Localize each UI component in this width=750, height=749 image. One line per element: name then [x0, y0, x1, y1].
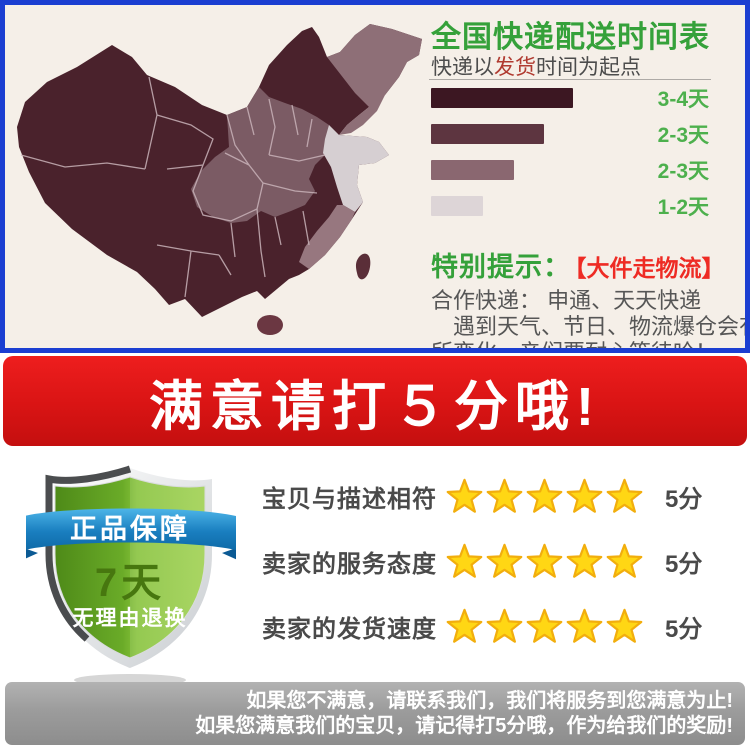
- star-icon: [566, 478, 603, 513]
- star-icon: [446, 478, 483, 513]
- legend-label: 2-3天: [657, 124, 709, 147]
- star-rating: [446, 543, 643, 580]
- star-icon: [606, 608, 643, 643]
- special-notice: 特别提示： 【大件走物流】: [431, 245, 725, 284]
- partners-line: 合作快递： 申通、天天快递: [431, 288, 702, 313]
- footer-line-2: 如果您满意我们的宝贝，请记得打5分哦，作为给我们的奖励!: [195, 715, 733, 737]
- legend-bar: [431, 196, 483, 216]
- star-icon: [606, 478, 643, 513]
- panel-subtitle: 快递以发货时间为起点: [431, 51, 641, 81]
- policy-text: 无理由退换: [73, 606, 188, 630]
- rating-rows: 宝贝与描述相符 5分 卖家的服务态度 5分 卖家的发货速度 5: [262, 476, 722, 671]
- ribbon-text: 正品保障: [70, 513, 190, 544]
- ribbon-fold-right: [222, 548, 236, 560]
- map-island-taiwan: [355, 253, 371, 280]
- legend-bar-rect: [431, 88, 573, 108]
- tip-line-2: 所变化，亲们要耐心等待哈！: [431, 340, 718, 353]
- star-icon: [446, 543, 483, 578]
- notice-highlight: 【大件走物流】: [575, 255, 725, 281]
- footer-note-bar: 如果您不满意，请联系我们，我们将服务到您满意为止! 如果您满意我们的宝贝，请记得…: [5, 682, 745, 745]
- map-zone-se-coast: [299, 205, 355, 269]
- delivery-legend: 3-4天 2-3天 2-3天 1-2天: [431, 88, 709, 232]
- tip-line-1: 遇到天气、节日、物流爆仓会有: [453, 314, 750, 339]
- footer-line-1: 如果您不满意，请联系我们，我们将服务到您满意为止!: [246, 690, 733, 712]
- map-island-hainan: [257, 315, 283, 335]
- legend-bar-rect: [431, 160, 514, 180]
- legend-bar-rect: [431, 124, 544, 144]
- star-rating: [446, 608, 643, 645]
- star-icon: [566, 543, 603, 578]
- star-icon: [486, 543, 523, 578]
- legend-row: 1-2天: [431, 196, 709, 219]
- rating-score: 5分: [665, 550, 703, 578]
- notice-label: 特别提示：: [431, 252, 571, 282]
- map-zone-east-light: [323, 125, 389, 212]
- rating-row: 卖家的服务态度 5分: [262, 541, 722, 581]
- rating-row: 宝贝与描述相符 5分: [262, 476, 722, 516]
- subtitle-highlight: 发货: [494, 56, 536, 79]
- ribbon-fold-left: [26, 548, 38, 559]
- legend-row: 3-4天: [431, 88, 709, 111]
- star-rating: [446, 478, 643, 515]
- satisfaction-banner: 满意请打５分哦!: [3, 356, 747, 446]
- star-icon: [566, 608, 603, 643]
- rating-row: 卖家的发货速度 5分: [262, 606, 722, 646]
- rating-score: 5分: [665, 485, 703, 513]
- map-zone-northeast: [327, 24, 422, 135]
- rating-label: 卖家的发货速度: [262, 615, 437, 643]
- legend-bar: [431, 88, 573, 108]
- star-icon: [526, 543, 563, 578]
- legend-bar: [431, 160, 514, 180]
- guarantee-shield-badge: 正品保障 7天 无理由退换: [26, 465, 236, 686]
- subtitle-prefix: 快递以: [431, 56, 494, 79]
- banner-text: 满意请打５分哦!: [149, 376, 601, 437]
- star-icon: [526, 478, 563, 513]
- star-icon: [486, 478, 523, 513]
- map-province-borders: [20, 76, 326, 298]
- star-icon: [446, 608, 483, 643]
- legend-row: 2-3天: [431, 124, 709, 147]
- star-icon: [606, 543, 643, 578]
- panel-title: 全国快递配送时间表: [431, 21, 710, 54]
- delivery-info-column: 全国快递配送时间表 快递以发货时间为起点 3-4天 2-3天 2-3天 1-2天…: [425, 5, 745, 348]
- divider-line: [429, 79, 711, 80]
- legend-row: 2-3天: [431, 160, 709, 183]
- legend-label: 1-2天: [657, 196, 709, 219]
- star-icon: [526, 608, 563, 643]
- days-text: 7天: [95, 561, 165, 605]
- rating-label: 卖家的服务态度: [262, 550, 437, 578]
- delivery-time-panel: 全国快递配送时间表 快递以发货时间为起点 3-4天 2-3天 2-3天 1-2天…: [0, 0, 750, 353]
- star-icon: [486, 608, 523, 643]
- legend-bar-rect: [431, 196, 483, 216]
- subtitle-suffix: 时间为起点: [536, 56, 641, 79]
- rating-score: 5分: [665, 615, 703, 643]
- ribbon-band: [26, 508, 236, 550]
- legend-bar: [431, 124, 544, 144]
- legend-label: 2-3天: [657, 160, 709, 183]
- china-map: [17, 24, 422, 335]
- rating-label: 宝贝与描述相符: [262, 485, 437, 513]
- legend-label: 3-4天: [657, 88, 709, 111]
